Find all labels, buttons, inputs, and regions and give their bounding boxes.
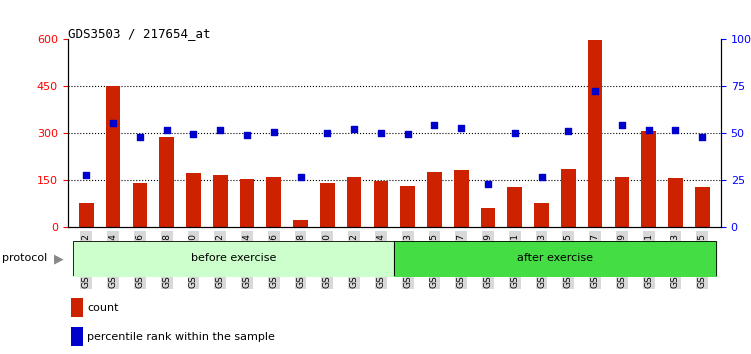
Point <box>402 131 414 137</box>
Bar <box>132 183 147 227</box>
Bar <box>614 177 629 227</box>
Bar <box>400 186 415 227</box>
Text: before exercise: before exercise <box>191 253 276 263</box>
Point <box>643 127 655 132</box>
Point <box>294 174 306 179</box>
Bar <box>695 187 710 227</box>
Bar <box>481 208 496 227</box>
Point <box>134 135 146 140</box>
Point <box>241 132 253 138</box>
Text: protocol: protocol <box>2 253 47 263</box>
Point <box>589 88 601 93</box>
Bar <box>186 173 201 227</box>
Bar <box>293 220 308 227</box>
Text: GDS3503 / 217654_at: GDS3503 / 217654_at <box>68 27 210 40</box>
Text: ▶: ▶ <box>54 252 64 265</box>
Point <box>482 181 494 187</box>
Bar <box>71 327 83 346</box>
Bar <box>561 169 576 227</box>
Point <box>562 129 575 134</box>
Text: percentile rank within the sample: percentile rank within the sample <box>87 332 275 342</box>
Point <box>348 126 360 132</box>
Point <box>535 174 547 180</box>
Point <box>616 122 628 128</box>
Bar <box>240 179 255 227</box>
Point <box>321 131 333 136</box>
Bar <box>159 137 174 227</box>
Point <box>508 130 520 136</box>
Bar <box>106 86 120 227</box>
Point <box>268 129 280 135</box>
Point <box>375 130 387 136</box>
Text: after exercise: after exercise <box>517 253 593 263</box>
Bar <box>213 175 228 227</box>
Bar <box>534 203 549 227</box>
Bar <box>668 178 683 227</box>
Point <box>669 127 681 132</box>
Bar <box>347 177 361 227</box>
Bar <box>71 298 83 317</box>
Bar <box>508 188 522 227</box>
Point <box>161 127 173 132</box>
Bar <box>427 172 442 227</box>
Point <box>188 131 200 137</box>
Point <box>80 172 92 178</box>
Bar <box>267 177 281 227</box>
Point <box>696 135 708 140</box>
Bar <box>320 183 335 227</box>
Bar <box>373 181 388 227</box>
Point <box>214 127 226 133</box>
Bar <box>454 170 469 227</box>
Point <box>428 122 440 128</box>
Bar <box>79 203 94 227</box>
Bar <box>641 131 656 227</box>
Point <box>107 120 119 126</box>
Point <box>455 125 467 131</box>
Text: count: count <box>87 303 119 313</box>
Bar <box>588 40 602 227</box>
